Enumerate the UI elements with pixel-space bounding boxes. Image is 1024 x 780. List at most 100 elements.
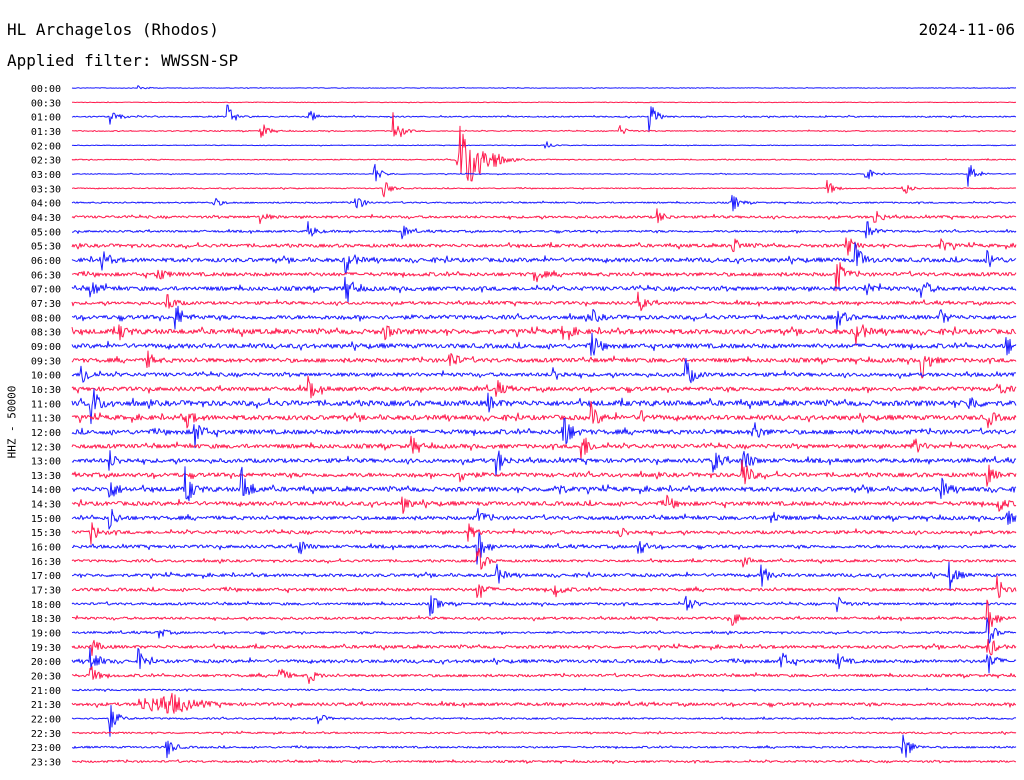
trace-row-45 — [71, 730, 1017, 736]
row-label-2: 01:00 — [31, 113, 61, 124]
trace-row-40 — [71, 647, 1017, 674]
trace-row-46 — [71, 734, 1017, 759]
trace-row-43 — [71, 692, 1016, 714]
trace-row-20 — [71, 358, 1016, 384]
row-label-7: 03:30 — [31, 184, 61, 195]
row-label-23: 11:30 — [31, 414, 61, 425]
row-label-33: 16:30 — [31, 557, 61, 568]
row-label-31: 15:30 — [31, 528, 61, 539]
trace-row-18 — [71, 332, 1017, 356]
trace-row-3 — [71, 112, 1017, 138]
row-label-36: 18:00 — [31, 600, 61, 611]
row-label-17: 08:30 — [31, 328, 61, 339]
row-label-30: 15:00 — [31, 514, 61, 525]
row-label-29: 14:30 — [31, 500, 61, 511]
row-label-6: 03:00 — [31, 170, 61, 181]
trace-row-7 — [71, 179, 1017, 198]
trace-row-10 — [71, 221, 1017, 240]
row-label-21: 10:30 — [31, 385, 61, 396]
trace-row-2 — [71, 104, 1017, 133]
row-label-20: 10:00 — [31, 371, 61, 382]
trace-row-23 — [71, 400, 1017, 429]
filter-label: Applied filter: WWSSN-SP — [7, 51, 239, 70]
trace-row-15 — [71, 291, 1017, 312]
trace-row-42 — [71, 687, 1017, 692]
trace-row-6 — [71, 163, 1017, 187]
trace-row-35 — [71, 575, 1017, 599]
row-label-14: 07:00 — [31, 285, 61, 296]
trace-row-16 — [71, 305, 1017, 331]
trace-row-28 — [71, 466, 1017, 502]
row-label-25: 12:30 — [31, 442, 61, 453]
trace-row-34 — [72, 561, 1017, 591]
row-label-11: 05:30 — [31, 242, 61, 253]
trace-row-27 — [71, 459, 1017, 487]
trace-row-21 — [71, 375, 1017, 399]
trace-row-12 — [71, 242, 1017, 275]
row-label-19: 09:30 — [31, 356, 61, 367]
trace-row-31 — [71, 522, 1017, 545]
row-label-34: 17:00 — [31, 571, 61, 582]
trace-row-24 — [71, 417, 1017, 449]
trace-row-36 — [71, 595, 1017, 617]
row-label-8: 04:00 — [31, 199, 61, 210]
trace-row-4 — [71, 141, 1016, 149]
trace-row-26 — [71, 450, 1017, 477]
trace-row-13 — [71, 262, 1017, 292]
row-label-42: 21:00 — [31, 686, 61, 697]
trace-row-44 — [71, 705, 1017, 737]
trace-row-11 — [71, 237, 1017, 256]
row-label-45: 22:30 — [31, 729, 61, 740]
row-label-24: 12:00 — [31, 428, 61, 439]
row-label-28: 14:00 — [31, 485, 61, 496]
trace-row-38 — [71, 617, 1017, 644]
row-label-43: 21:30 — [31, 700, 61, 711]
record-date: 2024-11-06 — [918, 20, 1015, 39]
row-label-27: 13:30 — [31, 471, 61, 482]
row-label-38: 19:00 — [31, 629, 61, 640]
row-label-5: 02:30 — [31, 156, 61, 167]
row-label-41: 20:30 — [31, 672, 61, 683]
trace-row-29 — [71, 494, 1017, 514]
row-label-15: 07:30 — [31, 299, 61, 310]
trace-row-0 — [71, 85, 1017, 90]
row-label-39: 19:30 — [31, 643, 61, 654]
trace-row-47 — [71, 758, 1017, 765]
row-label-1: 00:30 — [31, 98, 61, 109]
trace-row-37 — [72, 599, 1017, 634]
trace-row-1 — [72, 101, 1017, 104]
row-label-18: 09:00 — [31, 342, 61, 353]
row-label-32: 16:00 — [31, 543, 61, 554]
trace-row-9 — [71, 208, 1017, 225]
trace-row-14 — [71, 276, 1017, 303]
row-label-4: 02:00 — [31, 141, 61, 152]
trace-row-32 — [71, 532, 1017, 565]
row-labels: 00:00 00:30 01:00 01:30 02:00 02:30 03:00 03:30… — [31, 84, 61, 769]
station-title: HL Archagelos (Rhodos) — [7, 20, 219, 39]
row-label-46: 23:00 — [31, 743, 61, 754]
row-label-44: 22:00 — [31, 715, 61, 726]
traces — [71, 85, 1017, 765]
trace-row-5 — [71, 125, 1017, 182]
trace-row-19 — [71, 350, 1017, 379]
trace-row-25 — [71, 435, 1017, 460]
trace-row-39 — [71, 639, 1017, 656]
row-label-37: 18:30 — [31, 614, 61, 625]
row-label-10: 05:00 — [31, 227, 61, 238]
row-label-47: 23:30 — [31, 758, 61, 769]
row-label-22: 11:00 — [31, 399, 61, 410]
row-label-13: 06:30 — [31, 270, 61, 281]
trace-row-8 — [71, 194, 1017, 212]
row-label-9: 04:30 — [31, 213, 61, 224]
trace-row-22 — [71, 388, 1017, 425]
row-label-3: 01:30 — [31, 127, 61, 138]
row-label-0: 00:00 — [31, 84, 61, 95]
trace-row-33 — [71, 547, 1017, 570]
trace-row-30 — [71, 507, 1017, 530]
row-label-40: 20:00 — [31, 657, 61, 668]
row-label-35: 17:30 — [31, 586, 61, 597]
row-label-16: 08:00 — [31, 313, 61, 324]
trace-row-41 — [71, 666, 1017, 684]
row-label-26: 13:00 — [31, 457, 61, 468]
